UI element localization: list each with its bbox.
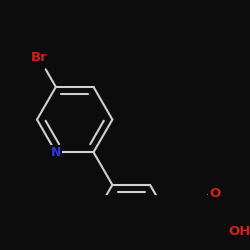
Text: N: N [51, 146, 61, 159]
Text: O: O [210, 186, 221, 200]
Text: Br: Br [30, 51, 47, 64]
Text: OH: OH [228, 225, 250, 238]
